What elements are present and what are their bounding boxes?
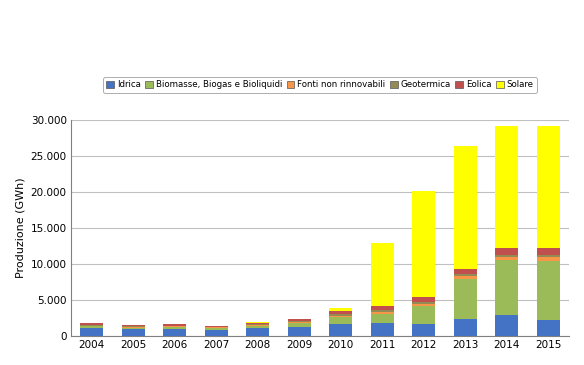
Bar xyxy=(412,304,435,306)
Bar xyxy=(288,323,311,327)
Bar xyxy=(537,320,559,336)
Bar xyxy=(495,260,518,315)
Bar xyxy=(412,306,435,324)
Bar xyxy=(121,326,144,327)
Bar xyxy=(205,330,228,336)
Bar xyxy=(80,324,103,326)
Bar xyxy=(371,243,394,306)
Bar xyxy=(371,314,394,323)
Bar xyxy=(537,255,559,257)
Bar xyxy=(205,328,228,330)
Bar xyxy=(454,274,477,276)
Legend: Idrica, Biomasse, Biogas e Bioliquidi, Fonti non rinnovabili, Geotermica, Eolica: Idrica, Biomasse, Biogas e Bioliquidi, F… xyxy=(103,77,537,93)
Bar xyxy=(246,328,269,336)
Bar xyxy=(537,261,559,320)
Bar xyxy=(412,191,435,297)
Bar xyxy=(246,324,269,325)
Bar xyxy=(329,324,352,336)
Bar xyxy=(329,314,352,316)
Bar xyxy=(288,327,311,336)
Bar xyxy=(495,126,518,248)
Bar xyxy=(537,126,559,248)
Bar xyxy=(205,327,228,328)
Y-axis label: Produzione (GWh): Produzione (GWh) xyxy=(15,178,25,278)
Bar xyxy=(329,308,352,311)
Bar xyxy=(288,319,311,321)
Bar xyxy=(495,257,518,260)
Bar xyxy=(246,325,269,326)
Bar xyxy=(454,276,477,279)
Bar xyxy=(412,297,435,302)
Bar xyxy=(288,321,311,322)
Bar xyxy=(495,315,518,336)
Bar xyxy=(246,326,269,328)
Bar xyxy=(163,329,186,336)
Bar xyxy=(80,323,103,324)
Bar xyxy=(371,310,394,312)
Bar xyxy=(205,326,228,327)
Bar xyxy=(454,319,477,336)
Bar xyxy=(329,311,352,314)
Bar xyxy=(454,146,477,269)
Bar xyxy=(288,322,311,323)
Bar xyxy=(329,316,352,318)
Bar xyxy=(537,257,559,261)
Bar xyxy=(412,324,435,336)
Bar xyxy=(80,326,103,328)
Bar xyxy=(163,324,186,326)
Bar xyxy=(371,306,394,310)
Bar xyxy=(121,325,144,326)
Bar xyxy=(121,327,144,328)
Bar xyxy=(80,328,103,336)
Bar xyxy=(121,329,144,336)
Bar xyxy=(412,302,435,304)
Bar xyxy=(246,323,269,324)
Bar xyxy=(121,328,144,329)
Bar xyxy=(495,255,518,257)
Bar xyxy=(163,326,186,327)
Bar xyxy=(163,327,186,329)
Bar xyxy=(495,248,518,255)
Bar xyxy=(371,312,394,314)
Bar xyxy=(329,318,352,324)
Bar xyxy=(454,269,477,274)
Bar xyxy=(371,323,394,336)
Bar xyxy=(454,279,477,319)
Bar xyxy=(537,248,559,255)
